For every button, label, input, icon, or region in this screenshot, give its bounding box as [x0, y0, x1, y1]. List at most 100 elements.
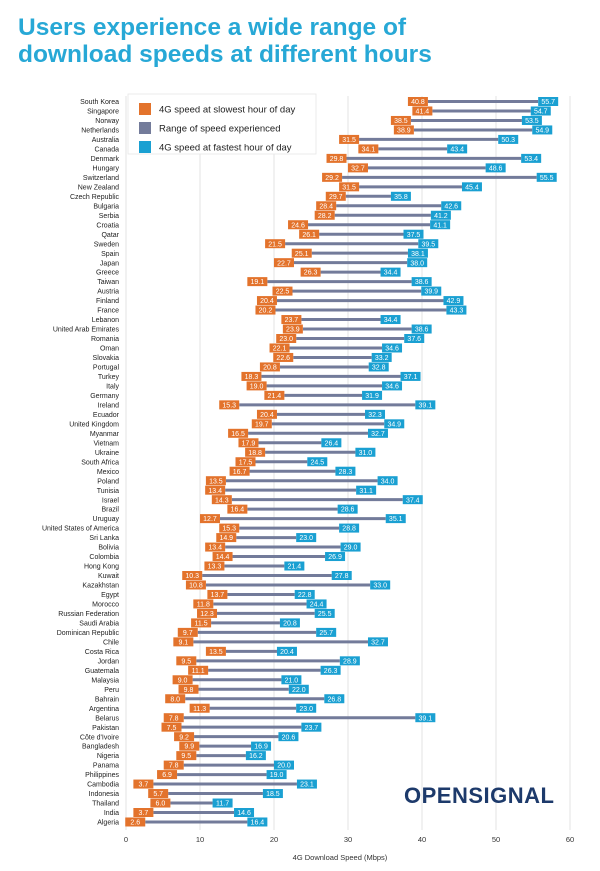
fast-marker [266, 770, 287, 780]
fast-marker [276, 646, 297, 656]
slow-marker [205, 646, 226, 656]
fast-value-label: 41.1 [433, 222, 447, 229]
country-label: United States of America [42, 526, 119, 533]
fast-marker [321, 438, 342, 448]
fast-marker [296, 533, 317, 543]
country-label: Indonesia [89, 791, 119, 798]
fast-value-label: 54.7 [534, 109, 548, 116]
fast-marker [377, 476, 398, 486]
slow-marker [281, 315, 302, 325]
country-label: Sweden [94, 241, 119, 248]
fast-value-label: 53.5 [525, 118, 539, 125]
slow-marker [212, 552, 233, 562]
legend-swatch [139, 141, 151, 153]
country-label: Tunisia [97, 488, 119, 495]
fast-marker [296, 779, 317, 789]
fast-marker [521, 153, 542, 163]
legend-label: 4G speed at fastest hour of day [159, 143, 292, 154]
country-label: Qatar [101, 232, 119, 239]
legend-label: 4G speed at slowest hour of day [159, 105, 295, 116]
slow-value-label: 9.5 [181, 753, 191, 760]
slow-value-label: 16.5 [231, 431, 245, 438]
fast-value-label: 34.4 [384, 317, 398, 324]
slow-marker [358, 144, 379, 154]
slow-value-label: 26.1 [302, 232, 316, 239]
slow-value-label: 29.8 [330, 156, 344, 163]
fast-marker [530, 106, 551, 116]
slow-marker [247, 277, 268, 287]
slow-value-label: 13.3 [208, 564, 222, 571]
fast-marker [279, 618, 300, 628]
slow-marker [273, 258, 294, 268]
fast-value-label: 28.8 [342, 526, 356, 533]
slow-value-label: 32.7 [351, 165, 365, 172]
fast-value-label: 27.8 [335, 573, 349, 580]
country-label: Hong Kong [84, 564, 119, 571]
fast-value-label: 26.4 [325, 440, 339, 447]
fast-marker [411, 324, 432, 334]
country-label: Poland [97, 478, 119, 485]
slow-value-label: 16.4 [231, 507, 245, 514]
fast-value-label: 32.3 [368, 412, 382, 419]
fast-marker [247, 817, 268, 827]
fast-value-label: 55.7 [541, 99, 555, 106]
slow-marker [176, 751, 197, 761]
country-label: Oman [100, 346, 119, 353]
fast-marker [430, 220, 451, 230]
country-label: Norway [95, 118, 119, 125]
country-label: Egypt [101, 592, 119, 599]
fast-value-label: 34.6 [385, 384, 399, 391]
fast-value-label: 22.0 [292, 687, 306, 694]
fast-marker [430, 210, 451, 220]
fast-marker [356, 485, 377, 495]
slow-value-label: 34.1 [362, 147, 376, 154]
slow-value-label: 13.5 [209, 478, 223, 485]
slow-marker [256, 296, 277, 306]
slow-marker [229, 466, 250, 476]
country-label: Serbia [99, 213, 119, 220]
opensignal-logo: OPENSIGNAL [404, 783, 555, 808]
fast-marker [404, 334, 425, 343]
fast-marker [335, 466, 356, 476]
slow-value-label: 19.0 [250, 384, 264, 391]
slow-value-label: 3.7 [139, 782, 149, 789]
country-label: Panama [93, 763, 119, 770]
slow-marker [245, 447, 266, 457]
slow-value-label: 5.7 [153, 791, 163, 798]
slow-marker [238, 438, 259, 448]
country-label: Vietnam [93, 440, 119, 447]
country-label: Pakistan [92, 725, 119, 732]
slow-value-label: 28.4 [319, 203, 333, 210]
fast-marker [367, 428, 388, 438]
fast-value-label: 24.5 [310, 459, 324, 466]
fast-value-label: 37.5 [407, 232, 421, 239]
slow-value-label: 10.8 [189, 583, 203, 590]
slow-marker [339, 182, 360, 192]
country-label: Greece [96, 270, 119, 277]
country-label: Guatemala [85, 668, 119, 675]
slow-value-label: 17.9 [242, 440, 256, 447]
slow-marker [256, 409, 277, 419]
fast-value-label: 43.4 [450, 147, 464, 154]
slow-marker [299, 229, 320, 239]
fast-marker [415, 713, 436, 723]
fast-marker [362, 390, 383, 400]
fast-marker [367, 637, 388, 647]
x-tick-label: 40 [418, 835, 426, 844]
slow-marker [188, 665, 209, 675]
fast-value-label: 16.4 [251, 820, 265, 827]
country-label: New Zealand [78, 184, 119, 191]
slow-marker [174, 732, 195, 742]
fast-value-label: 11.7 [216, 801, 229, 808]
fast-marker [301, 722, 322, 732]
slow-marker [165, 694, 186, 704]
slow-value-label: 9.1 [178, 639, 188, 646]
country-label: South Korea [80, 99, 119, 106]
country-label: Kazakhstan [82, 583, 119, 590]
legend-box [127, 93, 317, 155]
slow-value-label: 12.7 [203, 516, 217, 523]
fast-value-label: 38.1 [411, 251, 425, 258]
slow-value-label: 22.5 [276, 289, 290, 296]
slow-marker [251, 419, 272, 429]
country-label: Australia [92, 137, 119, 144]
